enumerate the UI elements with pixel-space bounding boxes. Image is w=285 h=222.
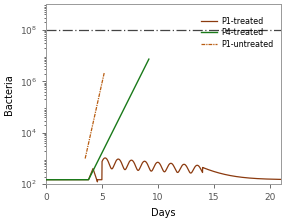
P1-treated (256, 177, 259, 180)
P1-untreated (84, 157, 87, 160)
P1-untreated (92, 117, 96, 119)
P1-treated (96, 180, 99, 183)
P4-treated (118, 116, 121, 119)
P4-treated (147, 58, 150, 60)
Line: P1-treated: P1-treated (46, 158, 281, 182)
P1-treated (136, 168, 139, 171)
P1-untreated (95, 106, 98, 109)
Line: P4-treated: P4-treated (46, 59, 149, 180)
P4-treated (98, 157, 101, 159)
P1-treated (196, 164, 199, 166)
P1-untreated (102, 72, 106, 74)
P4-treated (92, 168, 95, 171)
P1-untreated (93, 116, 96, 119)
Y-axis label: Bacteria: Bacteria (4, 74, 14, 115)
P1-untreated (94, 111, 97, 114)
P1-treated (279, 178, 282, 181)
P1-treated (225, 174, 229, 176)
P1-treated (70, 178, 73, 181)
P4-treated (137, 78, 140, 81)
Line: P1-untreated: P1-untreated (85, 73, 104, 159)
P4-treated (111, 130, 114, 133)
P1-untreated (99, 87, 102, 90)
Legend: P1-treated, P4-treated, P1-untreated: P1-treated, P4-treated, P1-untreated (198, 14, 277, 52)
P1-treated (44, 178, 48, 181)
P1-treated (103, 157, 107, 159)
X-axis label: Days: Days (151, 208, 176, 218)
P1-treated (145, 161, 148, 164)
P4-treated (44, 178, 48, 181)
P4-treated (50, 178, 53, 181)
P1-untreated (102, 74, 105, 76)
